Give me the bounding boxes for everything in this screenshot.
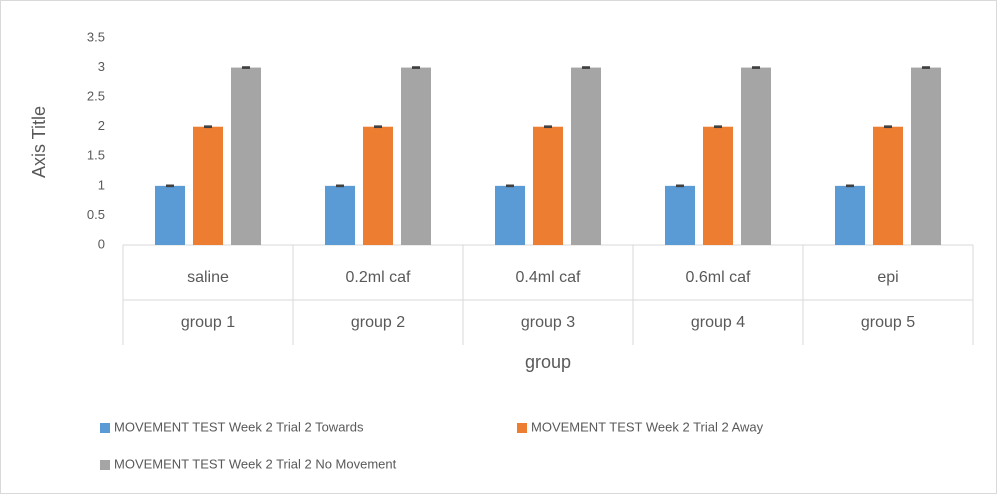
y-axis-title: Axis Title bbox=[29, 106, 49, 178]
y-tick-label: 1.5 bbox=[87, 148, 105, 163]
group-label: group 2 bbox=[351, 314, 405, 331]
bar bbox=[155, 185, 185, 245]
group-label: group 5 bbox=[861, 314, 915, 331]
group-label: group 1 bbox=[181, 314, 235, 331]
y-tick-label: 2.5 bbox=[87, 89, 105, 104]
legend-label: MOVEMENT TEST Week 2 Trial 2 Towards bbox=[114, 419, 364, 434]
y-tick-label: 0.5 bbox=[87, 207, 105, 222]
bar bbox=[193, 126, 223, 245]
group-label: group 3 bbox=[521, 314, 575, 331]
bar bbox=[571, 67, 601, 245]
bar bbox=[703, 126, 733, 245]
y-tick-label: 3 bbox=[98, 59, 105, 74]
bar bbox=[835, 185, 865, 245]
legend-swatch bbox=[100, 460, 110, 470]
y-tick-label: 1 bbox=[98, 177, 105, 192]
bar bbox=[911, 67, 941, 245]
bar bbox=[495, 185, 525, 245]
bar bbox=[363, 126, 393, 245]
y-tick-label: 2 bbox=[98, 118, 105, 133]
x-tick-label: 0.6ml caf bbox=[686, 269, 751, 286]
x-axis-title: group bbox=[525, 352, 571, 372]
legend-label: MOVEMENT TEST Week 2 Trial 2 Away bbox=[531, 419, 764, 434]
bar bbox=[401, 67, 431, 245]
y-tick-label: 3.5 bbox=[87, 29, 105, 44]
x-tick-label: 0.2ml caf bbox=[346, 269, 411, 286]
bar bbox=[741, 67, 771, 245]
bar bbox=[231, 67, 261, 245]
group-label: group 4 bbox=[691, 314, 745, 331]
bar bbox=[325, 185, 355, 245]
legend-label: MOVEMENT TEST Week 2 Trial 2 No Movement bbox=[114, 456, 397, 471]
legend-swatch bbox=[100, 423, 110, 433]
x-tick-label: epi bbox=[877, 269, 898, 286]
legend-swatch bbox=[517, 423, 527, 433]
y-tick-label: 0 bbox=[98, 236, 105, 251]
bar bbox=[665, 185, 695, 245]
bar bbox=[873, 126, 903, 245]
bar bbox=[533, 126, 563, 245]
x-tick-label: 0.4ml caf bbox=[516, 269, 581, 286]
x-tick-label: saline bbox=[187, 269, 229, 286]
